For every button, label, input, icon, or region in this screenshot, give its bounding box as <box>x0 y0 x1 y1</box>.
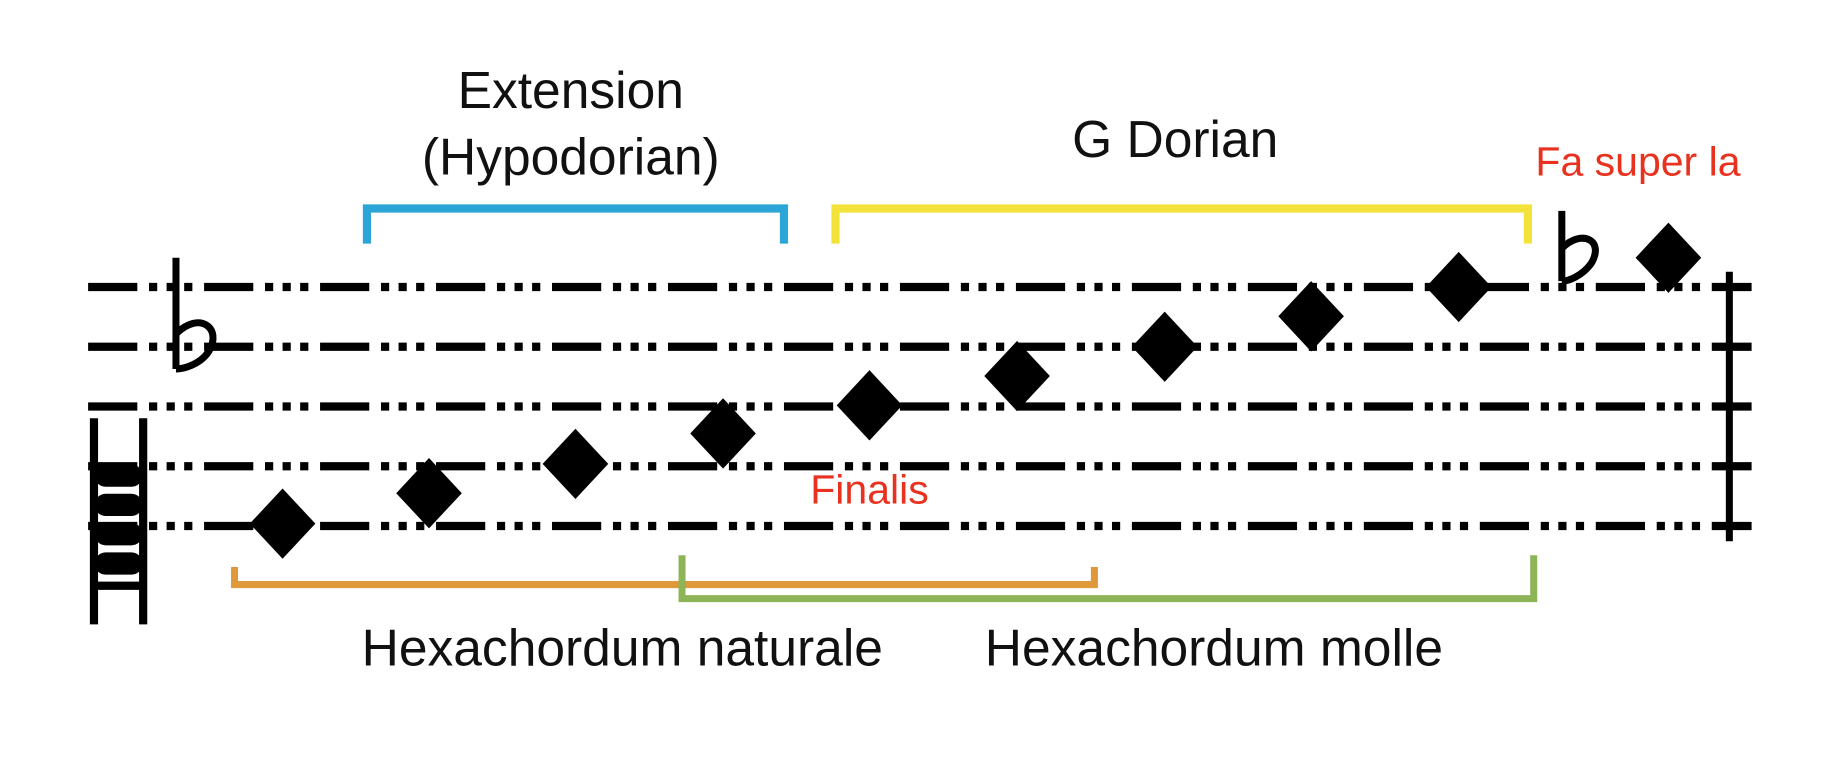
note <box>396 458 462 529</box>
extension-title: Extension <box>458 61 684 119</box>
note <box>249 488 316 559</box>
finalis-label: Finalis <box>810 467 928 513</box>
mode-label: G Dorian <box>1072 110 1278 168</box>
hexachord-label: Hexachordum molle <box>985 618 1443 676</box>
bracket-mode <box>831 204 1532 244</box>
note <box>1425 251 1492 323</box>
note <box>1278 281 1344 352</box>
bracket-naturale <box>231 566 1098 589</box>
note <box>1635 222 1702 293</box>
note <box>1131 311 1198 382</box>
bracket-molle <box>678 555 1538 603</box>
fa-super-la-label: Fa super la <box>1535 139 1740 185</box>
staff <box>88 282 1752 531</box>
note <box>690 398 756 469</box>
note <box>984 340 1050 412</box>
notes <box>249 222 1702 559</box>
note <box>542 428 609 500</box>
clef <box>89 418 148 625</box>
bracket-extension <box>362 204 789 244</box>
note <box>836 370 903 441</box>
hexachord-label: Hexachordum naturale <box>362 618 883 676</box>
extension-subtitle: (Hypodorian) <box>422 128 720 186</box>
flat <box>1558 210 1599 285</box>
flat <box>172 257 217 373</box>
